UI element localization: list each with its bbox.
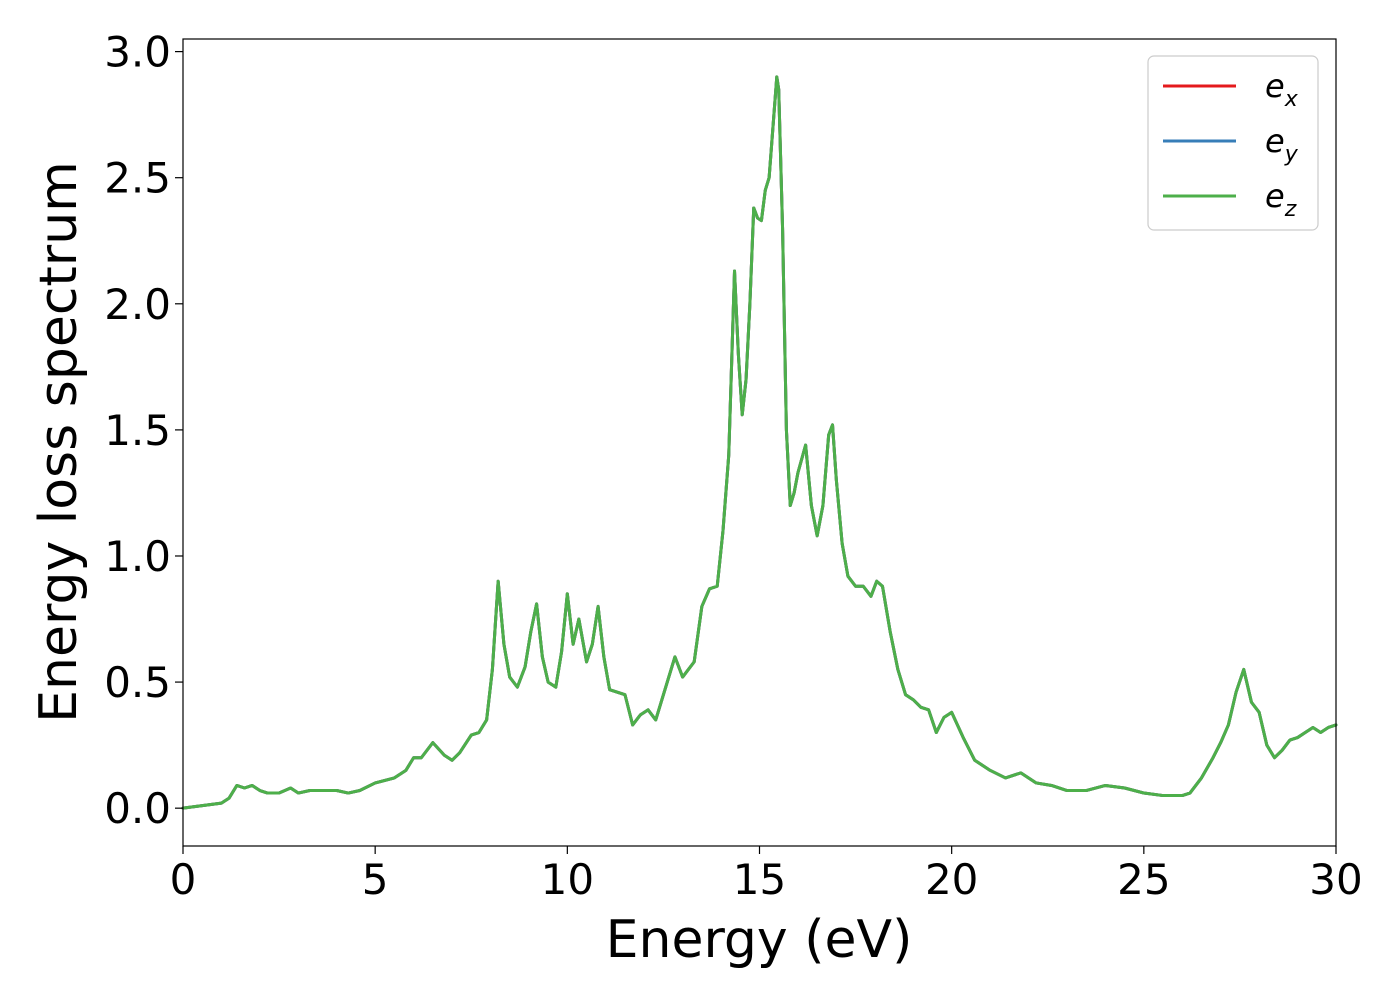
ticks-layer: 0 5 10 15 20 25 30 0.0 0.5 1.0 1.5 2.0 2.5 3.0 [104, 28, 1363, 904]
legend-box [1147, 55, 1319, 231]
x-tick-label: 10 [541, 855, 594, 904]
x-tick-label: 15 [733, 855, 786, 904]
legend-label-ex: ex [1265, 67, 1299, 112]
y-tick-label: 3.0 [104, 28, 171, 77]
x-tick-label: 30 [1309, 855, 1362, 904]
y-tick-label: 2.0 [104, 280, 171, 329]
x-tick-label: 20 [925, 855, 978, 904]
y-tick-label: 0.0 [104, 784, 171, 833]
legend: ex ey ez [1147, 55, 1319, 231]
series-line-e-z [181, 75, 1338, 810]
x-tick-label: 25 [1117, 855, 1170, 904]
y-axis-label: Energy loss spectrum [29, 161, 89, 723]
x-axis-label: Energy (eV) [606, 910, 913, 970]
y-tick-label: 2.5 [104, 154, 171, 203]
series-layer [181, 75, 1338, 810]
legend-label-ey: ey [1265, 122, 1299, 167]
legend-items: ex ey ez [1163, 67, 1299, 222]
y-tick-label: 1.0 [104, 532, 171, 581]
y-tick-label: 0.5 [104, 658, 171, 707]
legend-label-ez: ez [1265, 177, 1297, 222]
x-tick-label: 5 [362, 855, 389, 904]
y-tick-label: 1.5 [104, 406, 171, 455]
x-tick-label: 0 [170, 855, 197, 904]
